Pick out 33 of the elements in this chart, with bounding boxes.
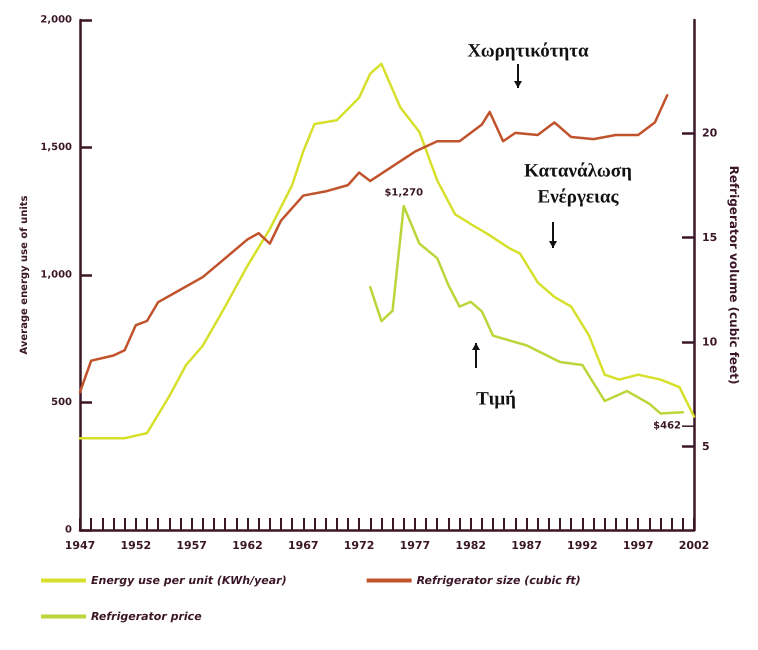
x-tick-label: 1957 [176, 539, 207, 552]
legend-label: Refrigerator price [91, 610, 202, 623]
annotation: Κατανάλωση Ενέργειας [524, 160, 632, 208]
legend-label: Refrigerator size (cubic ft) [416, 574, 581, 587]
annotation: Τιμή [476, 388, 516, 410]
line-series [369, 204, 684, 415]
line-series [78, 62, 696, 440]
x-tick-label: 1962 [232, 539, 263, 552]
annotation: $462 [653, 420, 682, 432]
y-tick-label: 0 [65, 524, 72, 536]
x-tick-label: 1947 [64, 539, 96, 552]
annotation: Χωρητικότητα [467, 40, 590, 62]
x-tick-label: 1977 [400, 539, 430, 552]
x-tick-label: 1972 [344, 539, 374, 552]
y2-tick-label: 20 [702, 126, 718, 140]
y-tick-label: 2,000 [40, 14, 72, 26]
x-tick-label: 1992 [567, 539, 598, 552]
y-tick-label: 1,000 [40, 270, 72, 280]
y2-tick-label: 10 [702, 335, 718, 348]
y-tick-label: 1,500 [40, 142, 72, 153]
y2-axis-title: Refrigerator volume (cubic feet) [727, 166, 742, 384]
x-tick-label: 1967 [288, 539, 319, 552]
x-tick-label: 1997 [622, 539, 654, 552]
x-tick-label: 1982 [455, 539, 486, 552]
y2-tick-label: 15 [702, 230, 718, 244]
annotation: $1,270 [384, 188, 424, 199]
x-tick-label: 2002 [678, 539, 710, 552]
legend-label: Energy use per unit (KWh/year) [91, 574, 287, 587]
y2-tick-label: 5 [702, 440, 710, 453]
y-axis-title: Average energy use of units [18, 195, 30, 354]
y-tick-label: 500 [51, 397, 72, 408]
x-tick-label: 1952 [120, 539, 152, 552]
x-tick-label: 1987 [511, 539, 542, 552]
